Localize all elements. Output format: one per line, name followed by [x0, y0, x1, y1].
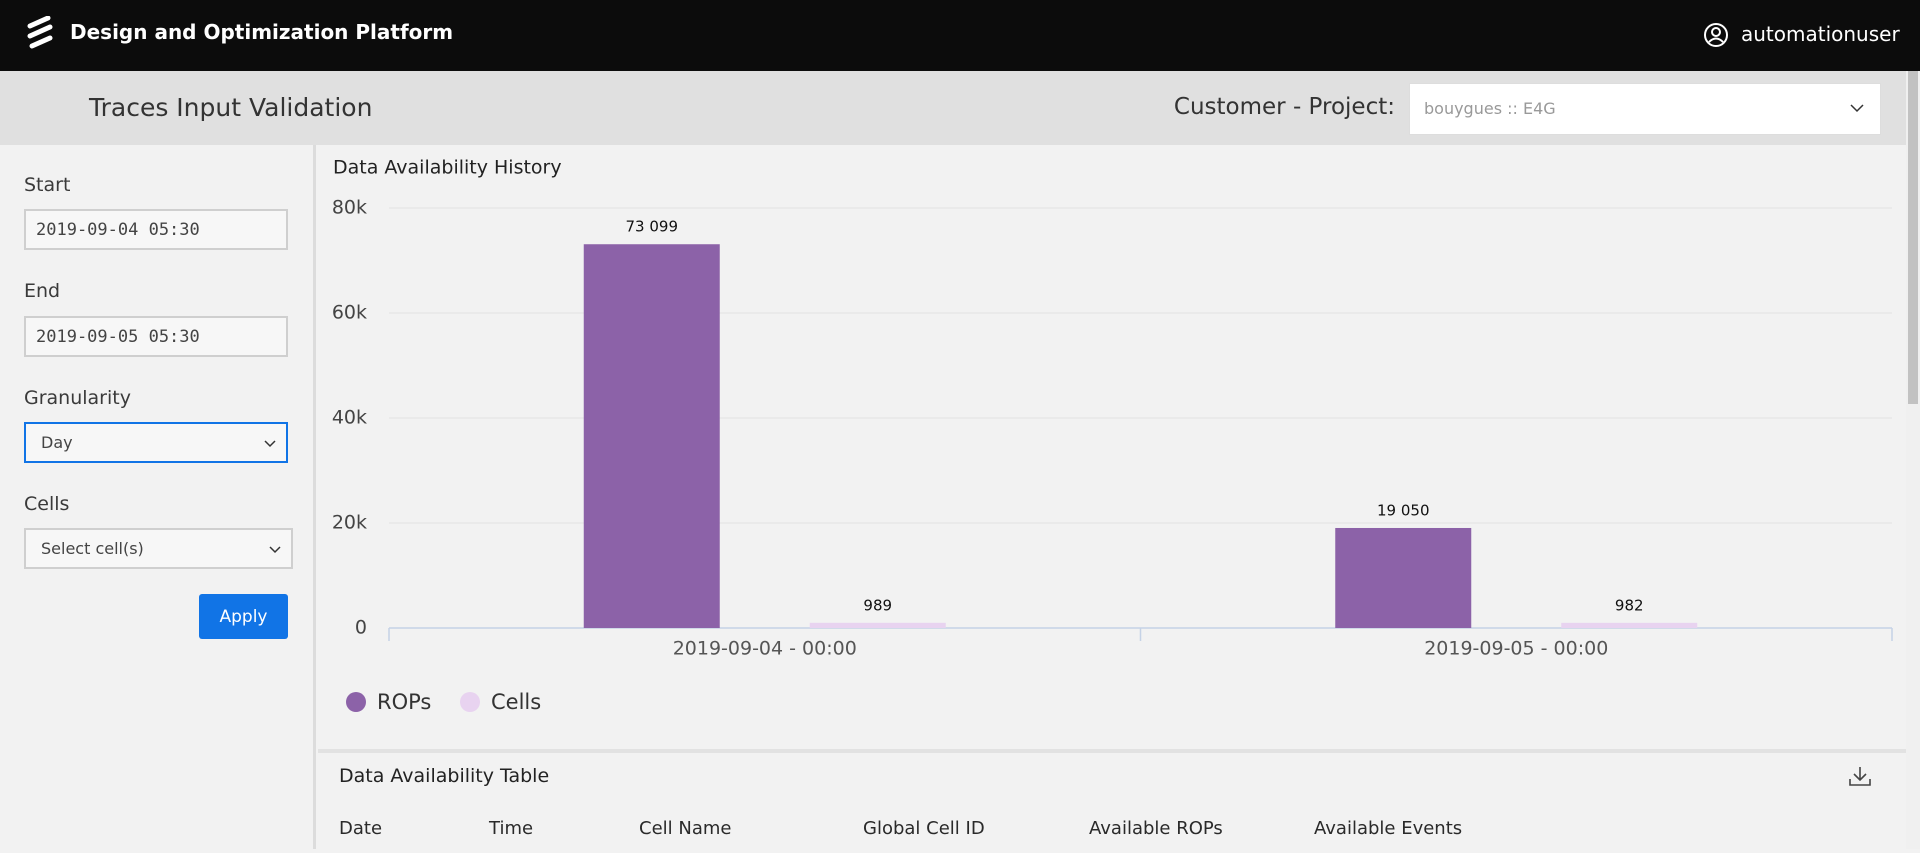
- bar: [1561, 622, 1698, 628]
- granularity-label: Granularity: [24, 387, 131, 409]
- column-header[interactable]: Date: [339, 818, 383, 839]
- chart-panel: Data Availability History 0 20k 40k 60k 80k 2…: [318, 145, 1906, 743]
- chevron: [269, 546, 281, 554]
- user-icon[interactable]: [1703, 22, 1729, 48]
- data-label: 19 050: [1377, 501, 1430, 519]
- x-tick-label: 2019-09-05 - 00:00: [1424, 638, 1608, 660]
- top-bar: Design and Optimization Platform automat…: [0, 0, 1920, 71]
- y-tick-label: 60k: [332, 302, 367, 324]
- cells-select[interactable]: Select cell(s): [24, 528, 293, 569]
- column-header[interactable]: Global Cell ID: [863, 818, 985, 839]
- chart: Data Availability History 0 20k 40k 60k 80k 2…: [332, 157, 1893, 714]
- bar: [1335, 527, 1472, 628]
- cells-label: Cells: [24, 493, 70, 515]
- column-header[interactable]: Available ROPs: [1089, 818, 1223, 839]
- granularity-value: Day: [41, 433, 73, 452]
- data-label: 982: [1615, 596, 1644, 614]
- legend-swatch: [460, 692, 480, 712]
- legend-swatch: [346, 692, 366, 712]
- start-input[interactable]: 2019-09-04 05:30: [24, 209, 288, 250]
- column-header[interactable]: Time: [489, 818, 534, 839]
- logo: [27, 16, 53, 49]
- column-header[interactable]: Available Events: [1314, 818, 1463, 839]
- chevron: [264, 440, 276, 448]
- bar: [809, 622, 946, 628]
- end-input[interactable]: 2019-09-05 05:30: [24, 316, 288, 357]
- cells-placeholder: Select cell(s): [41, 539, 144, 558]
- project-label: Customer - Project:: [1173, 94, 1395, 120]
- scrollbar-thumb[interactable]: [1908, 71, 1918, 404]
- y-tick-label: 0: [355, 617, 367, 639]
- sub-header: Traces Input Validation Customer - Proje…: [0, 71, 1906, 145]
- granularity-select[interactable]: Day: [24, 422, 288, 463]
- legend-label: Cells: [491, 690, 541, 714]
- end-label: End: [24, 280, 61, 302]
- y-tick-label: 80k: [332, 197, 367, 219]
- column-header[interactable]: Cell Name: [639, 818, 732, 839]
- user-name[interactable]: automationuser: [1741, 22, 1900, 46]
- y-tick-label: 40k: [332, 407, 367, 429]
- data-label: 989: [863, 596, 892, 614]
- table-panel: Data Availability Table: [318, 749, 1906, 853]
- y-tick-label: 20k: [332, 512, 367, 534]
- page-title: Traces Input Validation: [89, 93, 373, 122]
- sidebar: Start 2019-09-04 05:30 End 2019-09-05 05…: [0, 145, 316, 849]
- app-title: Design and Optimization Platform: [70, 20, 454, 44]
- table-title: Data Availability Table: [339, 765, 550, 787]
- scrollbar[interactable]: [1906, 71, 1920, 849]
- bar: [583, 244, 720, 628]
- project-select[interactable]: bouygues :: E4G: [1409, 83, 1881, 135]
- start-label: Start: [24, 174, 71, 196]
- chart-title: Data Availability History: [333, 157, 562, 179]
- legend-label: ROPs: [377, 690, 431, 714]
- x-tick-label: 2019-09-04 - 00:00: [673, 638, 857, 660]
- project-value: bouygues :: E4G: [1424, 99, 1556, 118]
- download-icon[interactable]: [1848, 765, 1872, 787]
- data-label: 73 099: [626, 218, 679, 236]
- apply-button[interactable]: Apply: [199, 594, 288, 639]
- chevron: [1850, 104, 1864, 113]
